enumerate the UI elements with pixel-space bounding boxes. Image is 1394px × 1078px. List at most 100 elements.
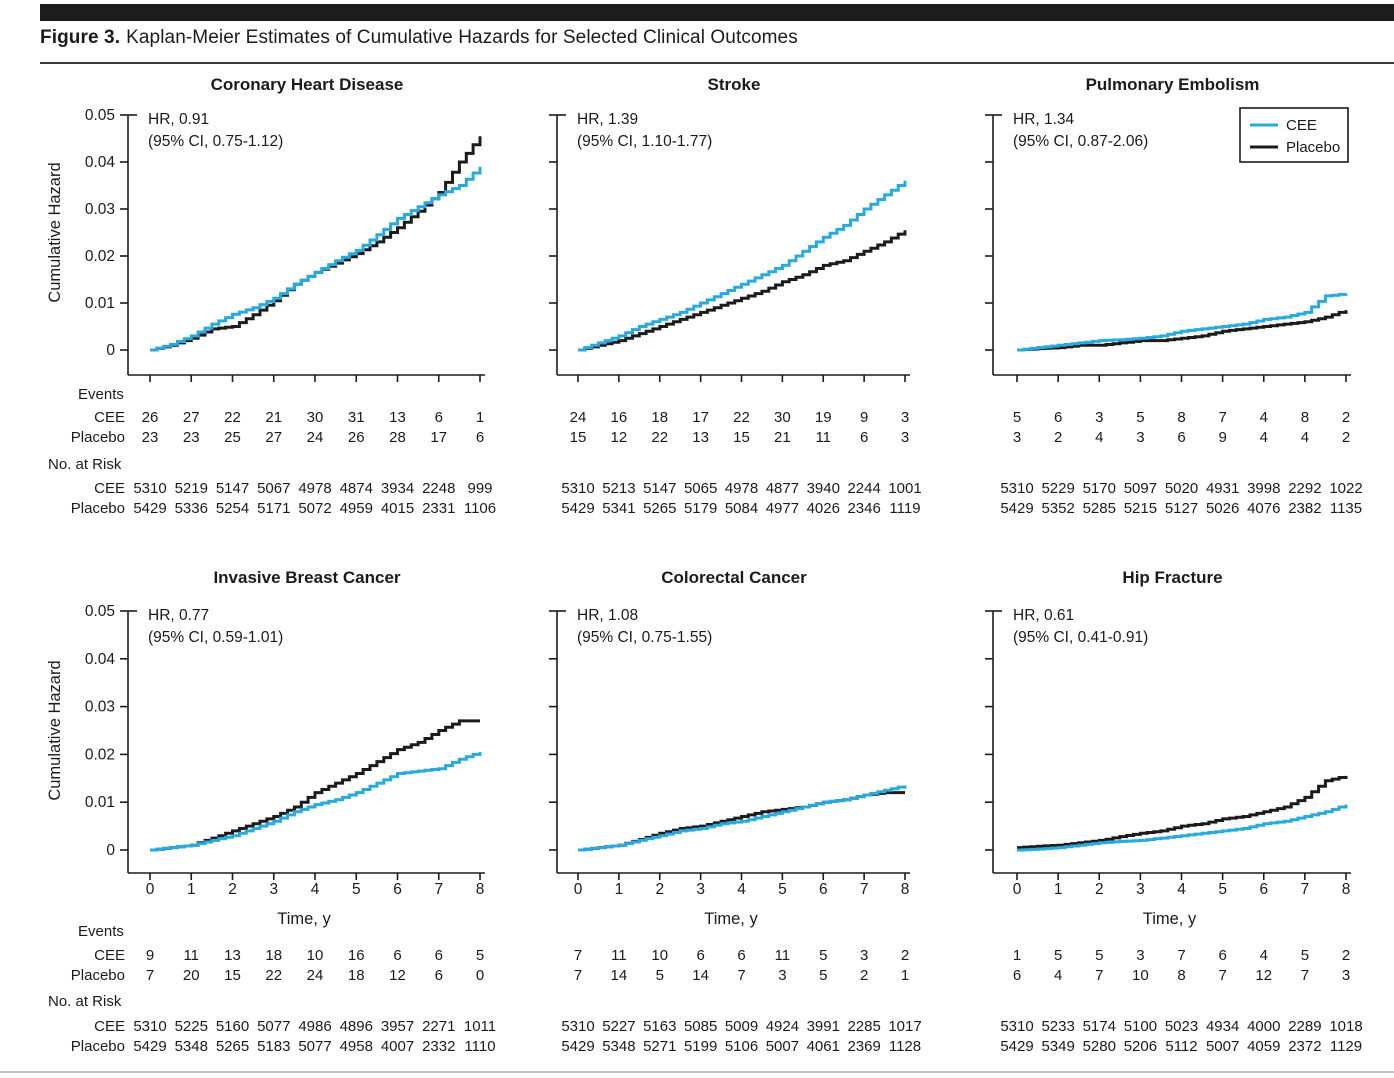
cee-curve [150, 166, 482, 352]
risk-placebo-value: 4015 [381, 500, 414, 517]
panel-colorectal-cancer: Colorectal Cancer 0 1 2 3 4 5 6 7 8 Time, y HR, 1.0… [520, 558, 960, 1078]
x-tick-label: 4 [311, 881, 320, 898]
x-tick-label: 0 [574, 881, 583, 898]
risk-cee-value: 4978 [725, 480, 758, 497]
panels-grid: Coronary Heart Disease 0 0.01 0.02 0.03 0.04 0… [40, 60, 1394, 1078]
risk-cee-value: 1022 [1329, 480, 1362, 497]
events-cee-value: 22 [733, 409, 750, 426]
no-at-risk-header: No. at Risk [48, 993, 122, 1010]
x-axis-label: Time, y [277, 910, 331, 928]
risk-placebo-value: 5106 [725, 1038, 758, 1055]
chart-title: Colorectal Cancer [661, 568, 807, 587]
risk-placebo-value: 2332 [422, 1038, 455, 1055]
panel-pulmonary-embolism: Pulmonary Embolism HR, 1.34 (95% CI, 0.87-… [960, 60, 1394, 530]
chart-title: Hip Fracture [1122, 568, 1222, 587]
confidence-interval-text: (95% CI, 0.75-1.55) [577, 629, 712, 646]
x-tick-label: 5 [778, 881, 787, 898]
cee-curve [150, 752, 482, 852]
events-cee-value: 6 [435, 947, 443, 964]
events-placebo-value: 22 [651, 429, 668, 446]
risk-placebo-value: 1110 [464, 1038, 495, 1055]
confidence-interval-text: (95% CI, 0.75-1.12) [148, 133, 283, 150]
events-placebo-value: 13 [692, 429, 709, 446]
y-tick-label: 0 [106, 842, 115, 859]
x-tick-label: 2 [1095, 881, 1104, 898]
x-tick-label: 8 [476, 881, 485, 898]
y-axis-label: Cumulative Hazard [46, 162, 64, 302]
risk-cee-value: 4978 [298, 480, 331, 497]
axes [120, 114, 485, 382]
risk-cee-value: 5174 [1083, 1018, 1116, 1035]
events-risk-table: 7753105429111452275348105516352716145085… [561, 947, 921, 1055]
events-cee-value: 10 [307, 947, 324, 964]
risk-placebo-value: 4026 [807, 500, 840, 517]
events-placebo-value: 5 [819, 967, 827, 984]
events-placebo-value: 28 [389, 429, 406, 446]
x-tick-label: 3 [1136, 881, 1145, 898]
cee-curve [1017, 804, 1348, 852]
events-cee-value: 18 [265, 947, 282, 964]
events-cee-row-label: CEE [94, 947, 125, 964]
risk-cee-value: 2289 [1288, 1018, 1321, 1035]
events-placebo-value: 3 [1342, 967, 1350, 984]
axes [549, 114, 910, 382]
cee-curve [578, 785, 907, 852]
events-cee-value: 5 [1136, 409, 1144, 426]
risk-placebo-value: 1106 [464, 500, 496, 517]
risk-cee-value: 5229 [1041, 480, 1074, 497]
events-placebo-value: 7 [574, 967, 582, 984]
figure-top-bar [40, 4, 1394, 21]
axes [985, 114, 1351, 382]
risk-placebo-value: 5127 [1165, 500, 1198, 517]
events-cee-value: 2 [901, 947, 909, 964]
events-cee-value: 11 [775, 947, 791, 964]
events-placebo-value: 10 [1132, 967, 1149, 984]
risk-cee-value: 5009 [725, 1018, 758, 1035]
cee-curve [1017, 292, 1348, 352]
events-placebo-value: 7 [1218, 967, 1226, 984]
risk-placebo-value: 2372 [1288, 1038, 1321, 1055]
km-chart-coronary-heart-disease: Coronary Heart Disease 0 0.01 0.02 0.03 0.04 0… [46, 75, 496, 517]
risk-placebo-value: 5429 [133, 1038, 166, 1055]
risk-cee-value: 5233 [1041, 1018, 1074, 1035]
events-placebo-value: 21 [774, 429, 791, 446]
risk-placebo-value: 5084 [725, 500, 758, 517]
y-tick-label: 0.05 [85, 603, 115, 620]
x-tick-label: 7 [860, 881, 869, 898]
events-cee-value: 21 [265, 409, 282, 426]
risk-cee-value: 5020 [1165, 480, 1198, 497]
events-risk-table: Events CEE Placebo No. at Risk CEE Placebo 9 7 5… [48, 923, 496, 1055]
bottom-crop-line [0, 1071, 1394, 1073]
events-cee-value: 7 [574, 947, 582, 964]
y-tick-label: 0.04 [85, 651, 116, 668]
x-tick-label: 2 [655, 881, 664, 898]
y-tick-label: 0.04 [85, 154, 116, 171]
risk-placebo-value: 1129 [1330, 1038, 1362, 1055]
events-placebo-value: 15 [570, 429, 587, 446]
events-placebo-value: 6 [435, 967, 443, 984]
risk-placebo-value: 5271 [643, 1038, 676, 1055]
x-tick-label: 2 [228, 881, 237, 898]
risk-placebo-value: 5183 [257, 1038, 290, 1055]
events-placebo-value: 24 [307, 429, 324, 446]
events-placebo-value: 9 [1218, 429, 1226, 446]
hazard-ratio-text: HR, 0.77 [148, 607, 209, 624]
y-tick-label: 0.02 [85, 746, 115, 763]
risk-placebo-value: 2382 [1288, 500, 1321, 517]
risk-cee-value: 5147 [216, 480, 249, 497]
risk-cee-value: 5100 [1124, 1018, 1157, 1035]
risk-placebo-value: 5077 [298, 1038, 331, 1055]
events-cee-value: 5 [819, 947, 827, 964]
events-cee-row-label: CEE [94, 409, 125, 426]
events-placebo-value: 15 [733, 429, 750, 446]
events-placebo-value: 22 [265, 967, 282, 984]
x-tick-label: 5 [352, 881, 361, 898]
risk-placebo-row-label: Placebo [71, 500, 125, 517]
events-placebo-value: 4 [1260, 429, 1268, 446]
placebo-curve [578, 230, 907, 352]
figure-label: Figure 3. [40, 27, 121, 48]
events-placebo-value: 11 [815, 429, 831, 446]
risk-cee-value: 2248 [422, 480, 455, 497]
risk-placebo-value: 5215 [1124, 500, 1157, 517]
x-axis-label: Time, y [1143, 910, 1197, 928]
